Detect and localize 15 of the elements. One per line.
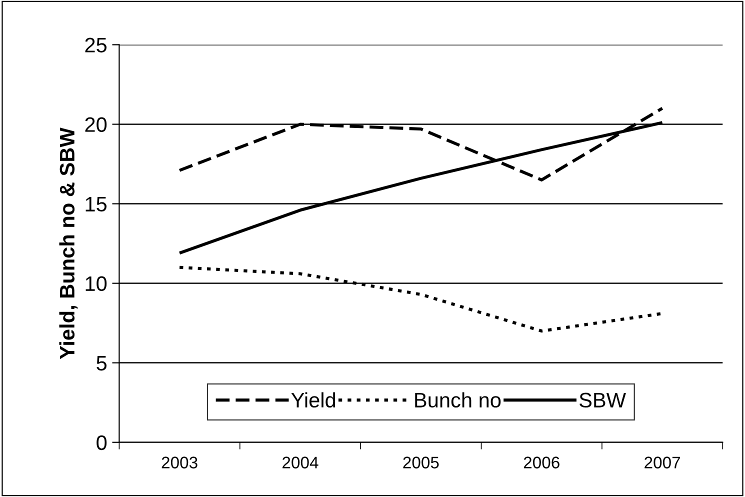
y-axis-title: Yield, Bunch no & SBW (59, 128, 78, 360)
y-tick-label: 15 (86, 196, 107, 212)
y-tick-label: 10 (86, 276, 107, 292)
x-tick-label: 2004 (282, 456, 318, 468)
y-tick-label: 0 (96, 435, 107, 450)
legend-label: Bunch no (415, 392, 501, 408)
legend-label: Yield (291, 392, 336, 408)
x-tick-label: 2003 (162, 456, 198, 468)
y-tick-label: 20 (85, 117, 107, 132)
x-tick-label: 2005 (403, 456, 439, 468)
x-tick-label: 2007 (644, 456, 680, 468)
y-tick-label: 5 (96, 356, 107, 371)
y-tick-label: 25 (85, 38, 107, 52)
legend-label: SBW (580, 392, 626, 408)
x-tick-label: 2006 (524, 456, 560, 468)
